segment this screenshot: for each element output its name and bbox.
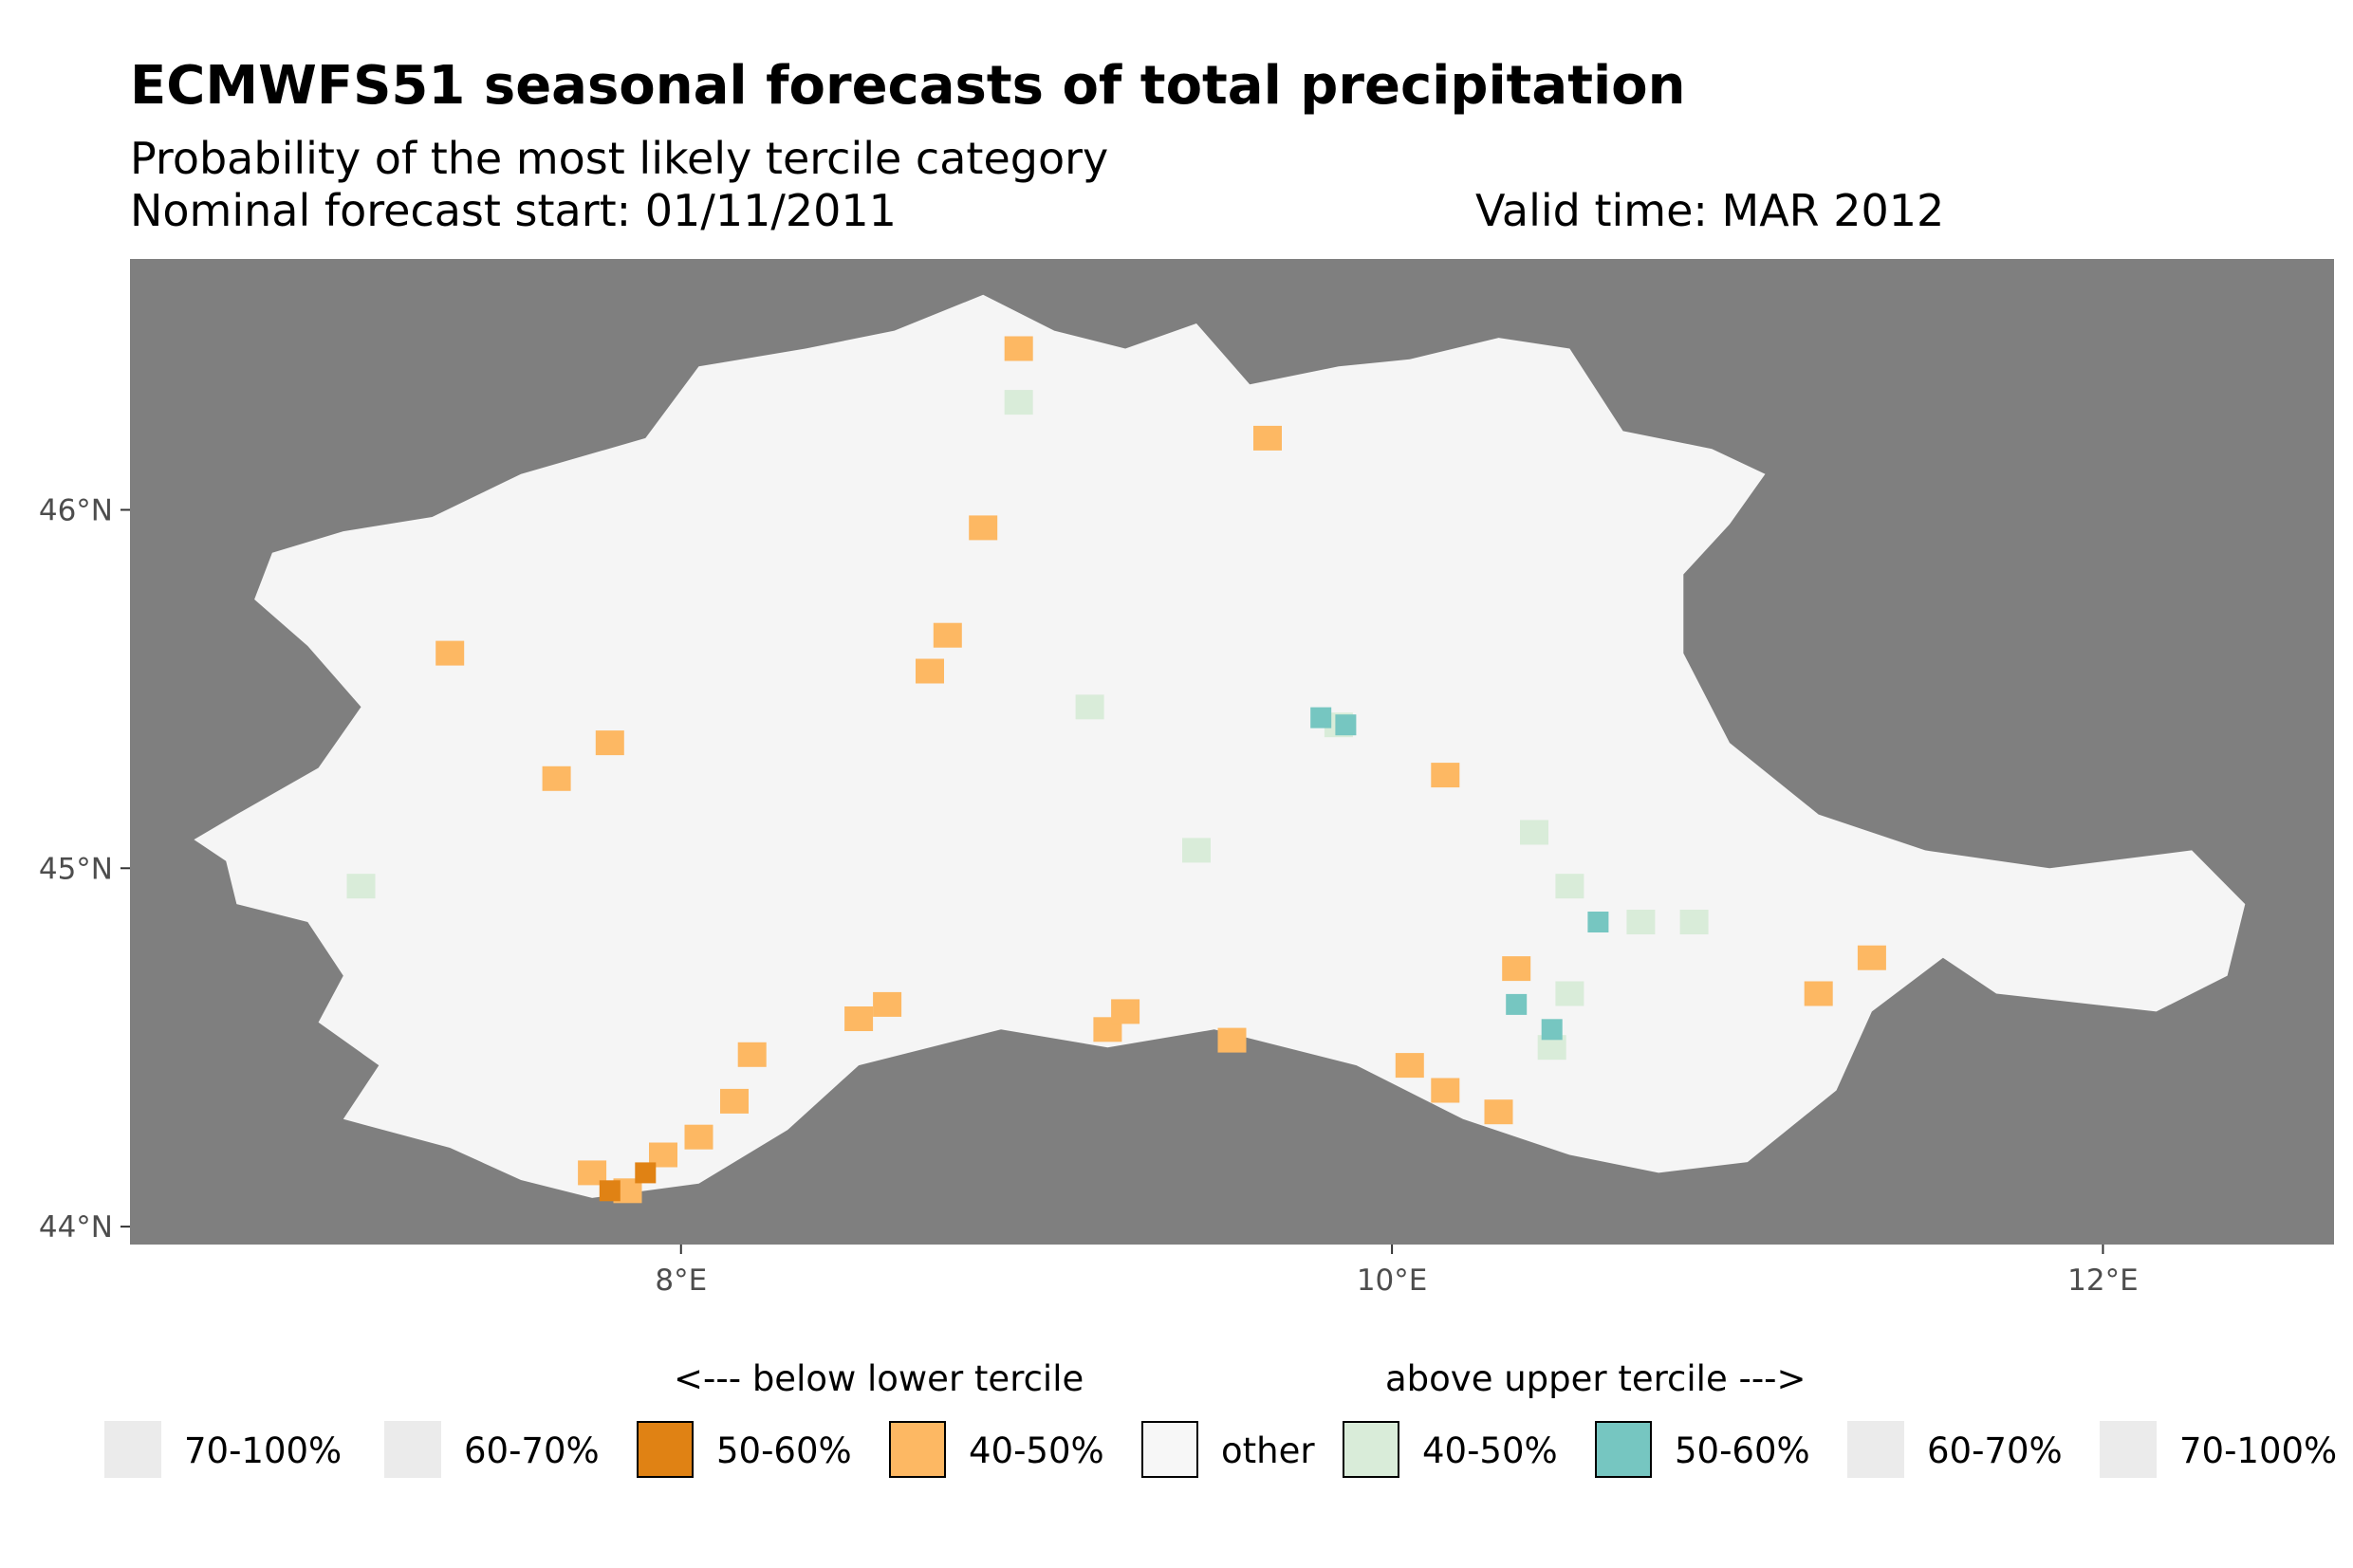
x-tick-label: 8°E (655, 1264, 707, 1298)
forecast-cell (435, 640, 465, 666)
legend-label: 40-50% (1422, 1430, 1558, 1471)
legend-label: 50-60% (1675, 1430, 1810, 1471)
y-tick-label: 45°N (39, 852, 113, 886)
legend-above-header: above upper tercile ---> (1385, 1358, 1806, 1399)
forecast-cell (1484, 1099, 1513, 1125)
forecast-cell (1310, 707, 1332, 729)
legend-label: 70-100% (184, 1430, 343, 1471)
region-layer (194, 294, 2246, 1198)
legend-swatch (889, 1421, 946, 1478)
forecast-cell (720, 1088, 749, 1114)
forecast-cell (933, 622, 962, 648)
forecast-cell (1626, 910, 1656, 934)
legend-swatch (2100, 1421, 2157, 1478)
legend-swatch (1595, 1421, 1652, 1478)
legend: 70-100% 60-70% 50-60% 40-50% other 40-50… (104, 1421, 2353, 1480)
forecast-cell (1555, 874, 1584, 899)
forecast-cell (346, 874, 376, 899)
legend-label: 60-70% (464, 1430, 600, 1471)
forecast-cell (1431, 763, 1460, 788)
forecast-cell (1587, 912, 1609, 932)
x-tick-label: 12°E (2067, 1264, 2139, 1298)
forecast-cell (1335, 714, 1357, 736)
forecast-cell (916, 658, 944, 684)
forecast-cell (542, 766, 571, 791)
forecast-cell (1111, 999, 1140, 1024)
legend-swatch (1343, 1421, 1399, 1478)
forecast-cell (1857, 945, 1886, 970)
legend-swatch (1847, 1421, 1904, 1478)
legend-label: 60-70% (1927, 1430, 2063, 1471)
valid-time-label: Valid time: MAR 2012 (1475, 185, 1945, 236)
forecast-cell (1075, 694, 1104, 720)
legend-label: 70-100% (2179, 1430, 2338, 1471)
y-tick-label: 44°N (39, 1210, 113, 1245)
forecast-cell (873, 991, 902, 1017)
forecast-cell (1004, 336, 1033, 361)
forecast-cell (635, 1162, 657, 1184)
legend-swatch (637, 1421, 694, 1478)
y-tick-label: 46°N (39, 493, 113, 527)
forecast-start-label: Nominal forecast start: 01/11/2011 (130, 185, 897, 236)
legend-label: other (1221, 1430, 1315, 1471)
forecast-cell (1395, 1053, 1424, 1079)
map-subtitle: Probability of the most likely tercile c… (130, 133, 1109, 184)
forecast-patch-layer (346, 336, 1886, 1204)
forecast-cell (844, 1006, 874, 1031)
forecast-cell (1182, 838, 1211, 863)
legend-below-header: <--- below lower tercile (674, 1358, 1084, 1399)
map-title: ECMWFS51 seasonal forecasts of total pre… (130, 55, 1686, 117)
legend-swatch (104, 1421, 161, 1478)
forecast-cell (599, 1180, 621, 1202)
forecast-cell (1555, 981, 1584, 1006)
forecast-cell (1502, 956, 1531, 982)
forecast-cell (1253, 425, 1282, 451)
legend-label: 50-60% (716, 1430, 852, 1471)
forecast-region (194, 294, 2246, 1198)
forecast-cell (684, 1124, 713, 1150)
forecast-cell (1217, 1027, 1247, 1053)
legend-label: 40-50% (969, 1430, 1104, 1471)
forecast-cell (595, 730, 624, 756)
forecast-cell (1804, 981, 1833, 1006)
forecast-cell (1541, 1019, 1563, 1041)
x-tick-label: 10°E (1357, 1264, 1428, 1298)
forecast-cell (737, 1042, 767, 1067)
forecast-cell (1520, 820, 1548, 845)
forecast-cell (1679, 910, 1709, 934)
forecast-cell (1004, 390, 1033, 415)
forecast-cell (969, 515, 998, 541)
legend-swatch (1141, 1421, 1198, 1478)
forecast-cell (1506, 993, 1528, 1015)
legend-swatch (384, 1421, 441, 1478)
forecast-cell (1431, 1078, 1460, 1103)
axis-layer: 8°E 10°E 12°E 44°N 45°N 46°N (39, 493, 2139, 1298)
